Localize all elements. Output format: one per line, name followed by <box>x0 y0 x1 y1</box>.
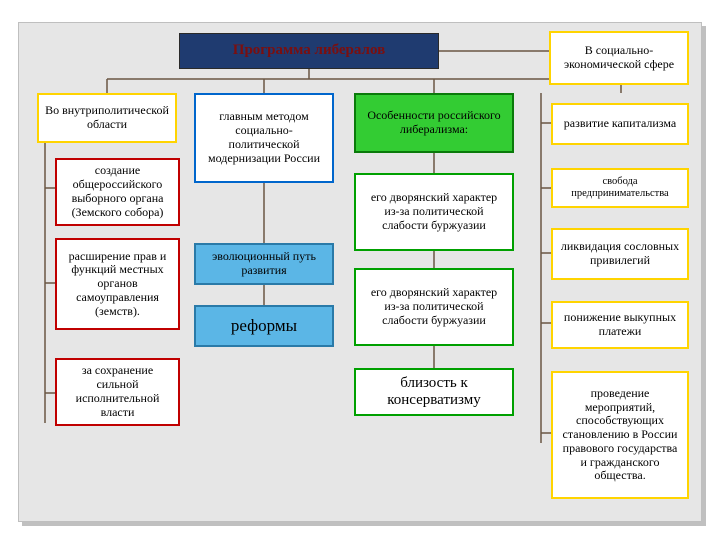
diagram-frame: Программа либералов В социально- экономи… <box>18 22 702 522</box>
col4-b2: свобода предпринимательства <box>551 168 689 208</box>
col1-b2: расширение прав и функций местных органо… <box>55 238 180 330</box>
col2-head: главным методом социально-политической м… <box>194 93 334 183</box>
col4-b3: ликвидация сословных привилегий <box>551 228 689 280</box>
col2-b2: реформы <box>194 305 334 347</box>
col3-b3: близость к консерватизму <box>354 368 514 416</box>
title-box: Программа либералов <box>179 33 439 69</box>
col4-b5: проведение мероприятий, способствующих с… <box>551 371 689 499</box>
col1-b3: за сохранение сильной исполнительной вла… <box>55 358 180 426</box>
col2-b1: эволюционный путь развития <box>194 243 334 285</box>
col1-b1: создание общероссийского выборного орган… <box>55 158 180 226</box>
col4-b1: развитие капитализма <box>551 103 689 145</box>
col3-b2: его дворянский характер из-за политическ… <box>354 268 514 346</box>
col3-head: Особенности российского либерализма: <box>354 93 514 153</box>
col1-head: Во внутриполитической области <box>37 93 177 143</box>
col3-b1: его дворянский характер из-за политическ… <box>354 173 514 251</box>
socio-econ-header: В социально- экономической сфере <box>549 31 689 85</box>
col4-b4: понижение выкупных платежи <box>551 301 689 349</box>
